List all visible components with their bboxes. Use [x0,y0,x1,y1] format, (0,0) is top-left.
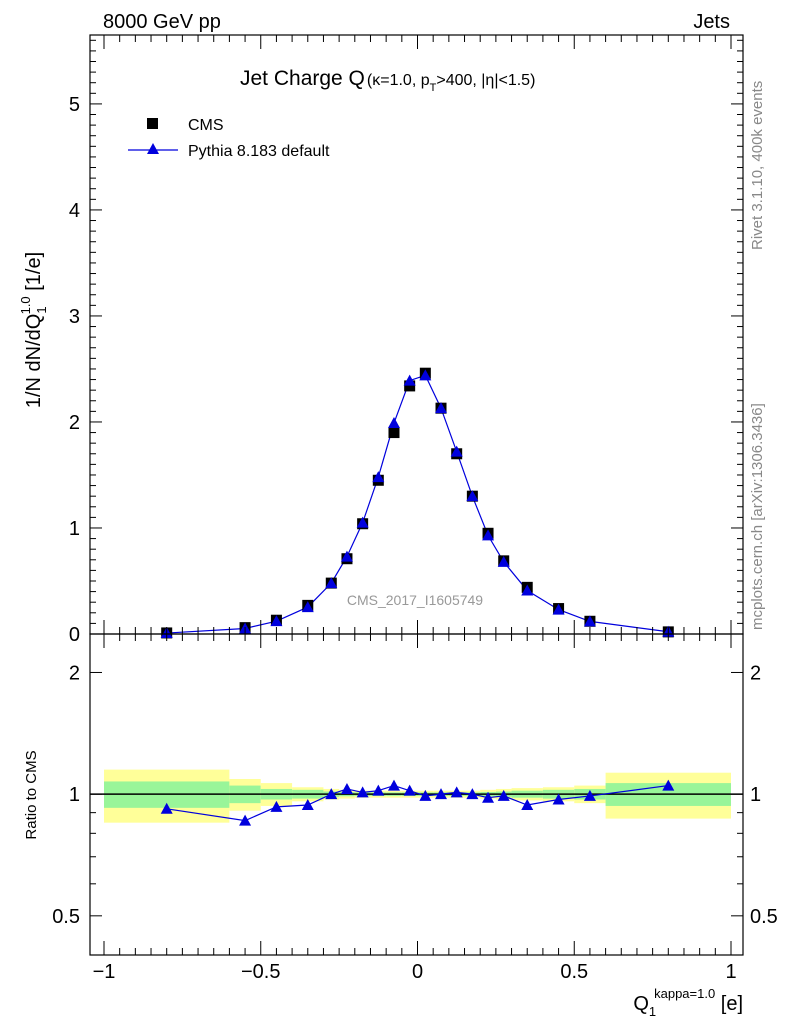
legend-pythia-marker [147,143,159,154]
ratio-point [301,799,314,811]
pythia-point [482,529,495,541]
ratio-point [419,789,432,801]
ratio-y-tick-label: 2 [69,662,80,684]
ratio-point [552,793,565,805]
pythia-point [372,471,385,483]
legend-cms-marker [147,118,158,129]
ratio-point [403,784,416,796]
cms-point [388,427,400,439]
ratio-point [387,779,400,791]
x-tick-label: −1 [93,961,116,983]
ratio-y-tick-label-right: 1 [750,784,761,806]
ratio-y-tick-label: 1 [69,784,80,806]
pythia-point [403,374,416,386]
watermark: CMS_2017_I1605749 [347,592,483,608]
x-tick-label: −0.5 [241,961,280,983]
y-tick-label: 4 [69,200,80,222]
ratio-point [372,784,385,796]
ratio-point [466,788,479,800]
ratio-point [583,789,596,801]
y-tick-label: 3 [69,306,80,328]
ratio-line [166,784,669,822]
legend-cms-label: CMS [188,117,224,134]
rivet-info: Rivet 3.1.10, 400k events [749,81,766,250]
y-tick-label: 0 [69,624,80,646]
ratio-point [160,802,173,814]
x-tick-label: 0 [412,961,423,983]
ratio-point [239,814,252,826]
ratio-point [270,800,283,812]
legend-pythia-label: Pythia 8.183 default [188,143,330,160]
pythia-point [340,550,353,562]
pythia-point [270,615,283,627]
ratio-point [497,789,510,801]
ratio-point [340,782,353,794]
header-right: Jets [693,11,730,33]
cms-point [404,380,416,392]
x-tick-label: 0.5 [560,961,588,983]
ratio-y-tick-label-right: 2 [750,662,761,684]
pythia-point [497,555,510,567]
pythia-point [435,402,448,414]
pythia-point [466,490,479,502]
ratio-point [356,786,369,798]
ratio-point [435,788,448,800]
header-left: 8000 GeV pp [103,11,221,33]
y-tick-label: 2 [69,412,80,434]
main-y-label: 1/N dN/dQ11.0 [1/e] [18,252,49,408]
ratio-point [325,788,338,800]
ratio-y-tick-label: 0.5 [52,906,80,928]
ratio-bands [104,769,731,823]
pythia-point [552,603,565,615]
pythia-point [301,601,314,613]
pythia-point [583,615,596,627]
pythia-point [450,445,463,457]
y-tick-label: 5 [69,94,80,116]
ratio-y-label: Ratio to CMS [23,750,40,839]
ratio-point [450,786,463,798]
ratio-point [662,779,675,791]
pythia-point [325,577,338,589]
pythia-point [521,584,534,596]
y-tick-label: 1 [69,518,80,540]
pythia-point [356,516,369,528]
chart-title: Jet Charge Q (κ=1.0, pT>400, |η|<1.5) [240,67,535,94]
x-axis-label: Q1kappa=1.0 [e] [633,986,743,1019]
x-tick-label: 1 [725,961,736,983]
ratio-point [521,799,534,811]
mcplots-info: mcplots.cern.ch [arXiv:1306.3436] [749,403,766,630]
ratio-point [482,791,495,803]
ratio-y-tick-label-right: 0.5 [750,906,778,928]
pythia-point [419,369,432,381]
pythia-point [387,417,400,429]
